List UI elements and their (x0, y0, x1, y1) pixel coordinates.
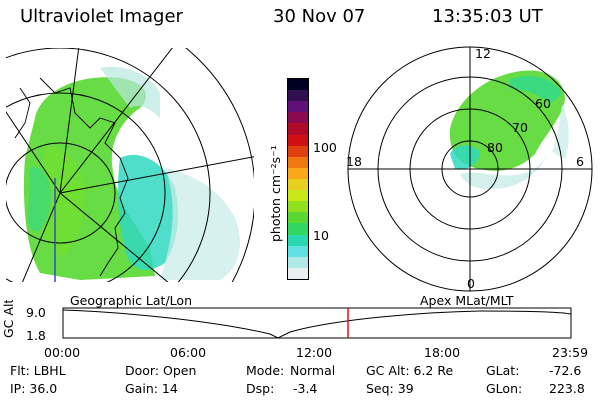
colorbar-segment (288, 267, 308, 279)
geographic-map (6, 48, 254, 282)
coastline (39, 77, 129, 277)
gc-alt-info: GC Alt: 6.2 Re (366, 363, 454, 378)
mlat-label-80: 80 (487, 140, 503, 155)
colorbar-segment (288, 201, 308, 213)
gc-alt-tick-1-8: 1.8 (26, 328, 46, 343)
geo-grid (6, 48, 254, 282)
mlt-label-12: 12 (475, 46, 491, 61)
mode-value: Normal (290, 363, 336, 378)
mode-label: Mode: (246, 363, 285, 378)
mlat-label-70: 70 (512, 120, 528, 135)
colorbar-segment (288, 178, 308, 191)
colorbar-segment (288, 245, 308, 257)
mlat-label-60: 60 (535, 96, 551, 111)
date-label: 30 Nov 07 (273, 6, 366, 27)
instrument-title: Ultraviolet Imager (20, 6, 183, 27)
colorbar-segment (288, 101, 308, 113)
time-tick-1200: 12:00 (296, 345, 332, 360)
polar-aurora-field (449, 70, 569, 189)
colorbar-segment (288, 234, 308, 246)
filter-info: Flt: LBHL (10, 363, 66, 378)
time-tick-0000: 00:00 (44, 345, 80, 360)
glon-label: GLon: (486, 381, 523, 396)
polar-map-label: Apex MLat/MLT (420, 293, 514, 308)
colorbar-segment (288, 190, 308, 202)
mlt-label-6: 6 (576, 154, 584, 169)
mlt-label-0: 0 (467, 276, 475, 291)
seq-info: Seq: 39 (366, 381, 414, 396)
colorbar-segment (288, 145, 308, 157)
geo-map-label: Geographic Lat/Lon (70, 293, 192, 308)
polar-map: 12 18 6 0 60 70 80 (346, 46, 593, 292)
colorbar-segment (288, 123, 308, 135)
colorbar-segment (288, 223, 308, 235)
colorbar-segment (288, 256, 308, 268)
time-label: 13:35:03 UT (432, 6, 543, 27)
colorbar-segment (288, 90, 308, 102)
altitude-curve (62, 309, 572, 339)
colorbar-tick-10: 10 (313, 228, 329, 243)
polar-grid (347, 46, 593, 292)
gain-info: Gain: 14 (125, 381, 178, 396)
glat-label: GLat: (486, 363, 520, 378)
glon-value: 223.8 (549, 381, 585, 396)
mlt-label-18: 18 (346, 154, 362, 169)
gc-alt-tick-9: 9.0 (26, 305, 46, 320)
colorbar-segment (288, 134, 308, 146)
colorbar (287, 78, 309, 280)
colorbar-segment (288, 167, 308, 179)
time-tick-1800: 18:00 (424, 345, 460, 360)
colorbar-segment (288, 79, 308, 91)
colorbar-segment (288, 112, 308, 124)
colorbar-segment (288, 212, 308, 224)
geo-aurora-field (23, 66, 240, 280)
door-info: Door: Open (125, 363, 197, 378)
altitude-plot: GC Alt 9.0 1.8 00:00 06:00 12:00 18:00 2… (1, 300, 588, 360)
dsp-value: -3.4 (293, 381, 318, 396)
colorbar-label: photon cm⁻²s⁻¹ (268, 145, 283, 242)
time-tick-0600: 06:00 (170, 345, 206, 360)
ip-info: IP: 36.0 (10, 381, 58, 396)
gc-alt-axis-label: GC Alt (1, 300, 16, 338)
glat-value: -72.6 (549, 363, 582, 378)
colorbar-tick-100: 100 (313, 140, 337, 155)
altitude-plot-frame (62, 307, 572, 339)
time-tick-2359: 23:59 (552, 345, 588, 360)
colorbar-segment (288, 156, 308, 168)
dsp-label: Dsp: (246, 381, 275, 396)
